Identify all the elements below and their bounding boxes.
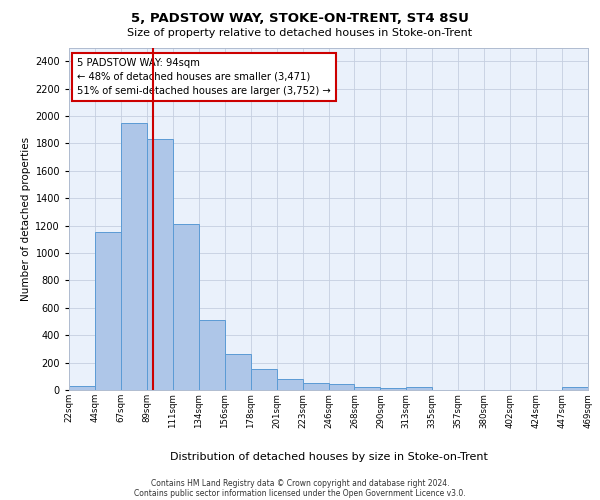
Y-axis label: Number of detached properties: Number of detached properties bbox=[21, 136, 31, 301]
Bar bbox=[69, 386, 95, 390]
Text: Size of property relative to detached houses in Stoke-on-Trent: Size of property relative to detached ho… bbox=[127, 28, 473, 38]
Bar bbox=[406, 388, 432, 390]
Text: Distribution of detached houses by size in Stoke-on-Trent: Distribution of detached houses by size … bbox=[170, 452, 488, 462]
Bar bbox=[95, 232, 121, 390]
Text: Contains HM Land Registry data © Crown copyright and database right 2024.: Contains HM Land Registry data © Crown c… bbox=[151, 478, 449, 488]
Bar bbox=[329, 384, 355, 390]
Text: 5 PADSTOW WAY: 94sqm
← 48% of detached houses are smaller (3,471)
51% of semi-de: 5 PADSTOW WAY: 94sqm ← 48% of detached h… bbox=[77, 58, 331, 96]
Bar bbox=[302, 383, 329, 390]
Text: Contains public sector information licensed under the Open Government Licence v3: Contains public sector information licen… bbox=[134, 488, 466, 498]
Bar bbox=[355, 388, 380, 390]
Bar bbox=[380, 388, 406, 390]
Bar bbox=[277, 379, 302, 390]
Bar bbox=[199, 320, 224, 390]
Bar bbox=[121, 123, 147, 390]
Bar bbox=[173, 224, 199, 390]
Text: 5, PADSTOW WAY, STOKE-ON-TRENT, ST4 8SU: 5, PADSTOW WAY, STOKE-ON-TRENT, ST4 8SU bbox=[131, 12, 469, 26]
Bar bbox=[562, 388, 588, 390]
Bar bbox=[251, 369, 277, 390]
Bar bbox=[225, 354, 251, 390]
Bar bbox=[147, 140, 173, 390]
